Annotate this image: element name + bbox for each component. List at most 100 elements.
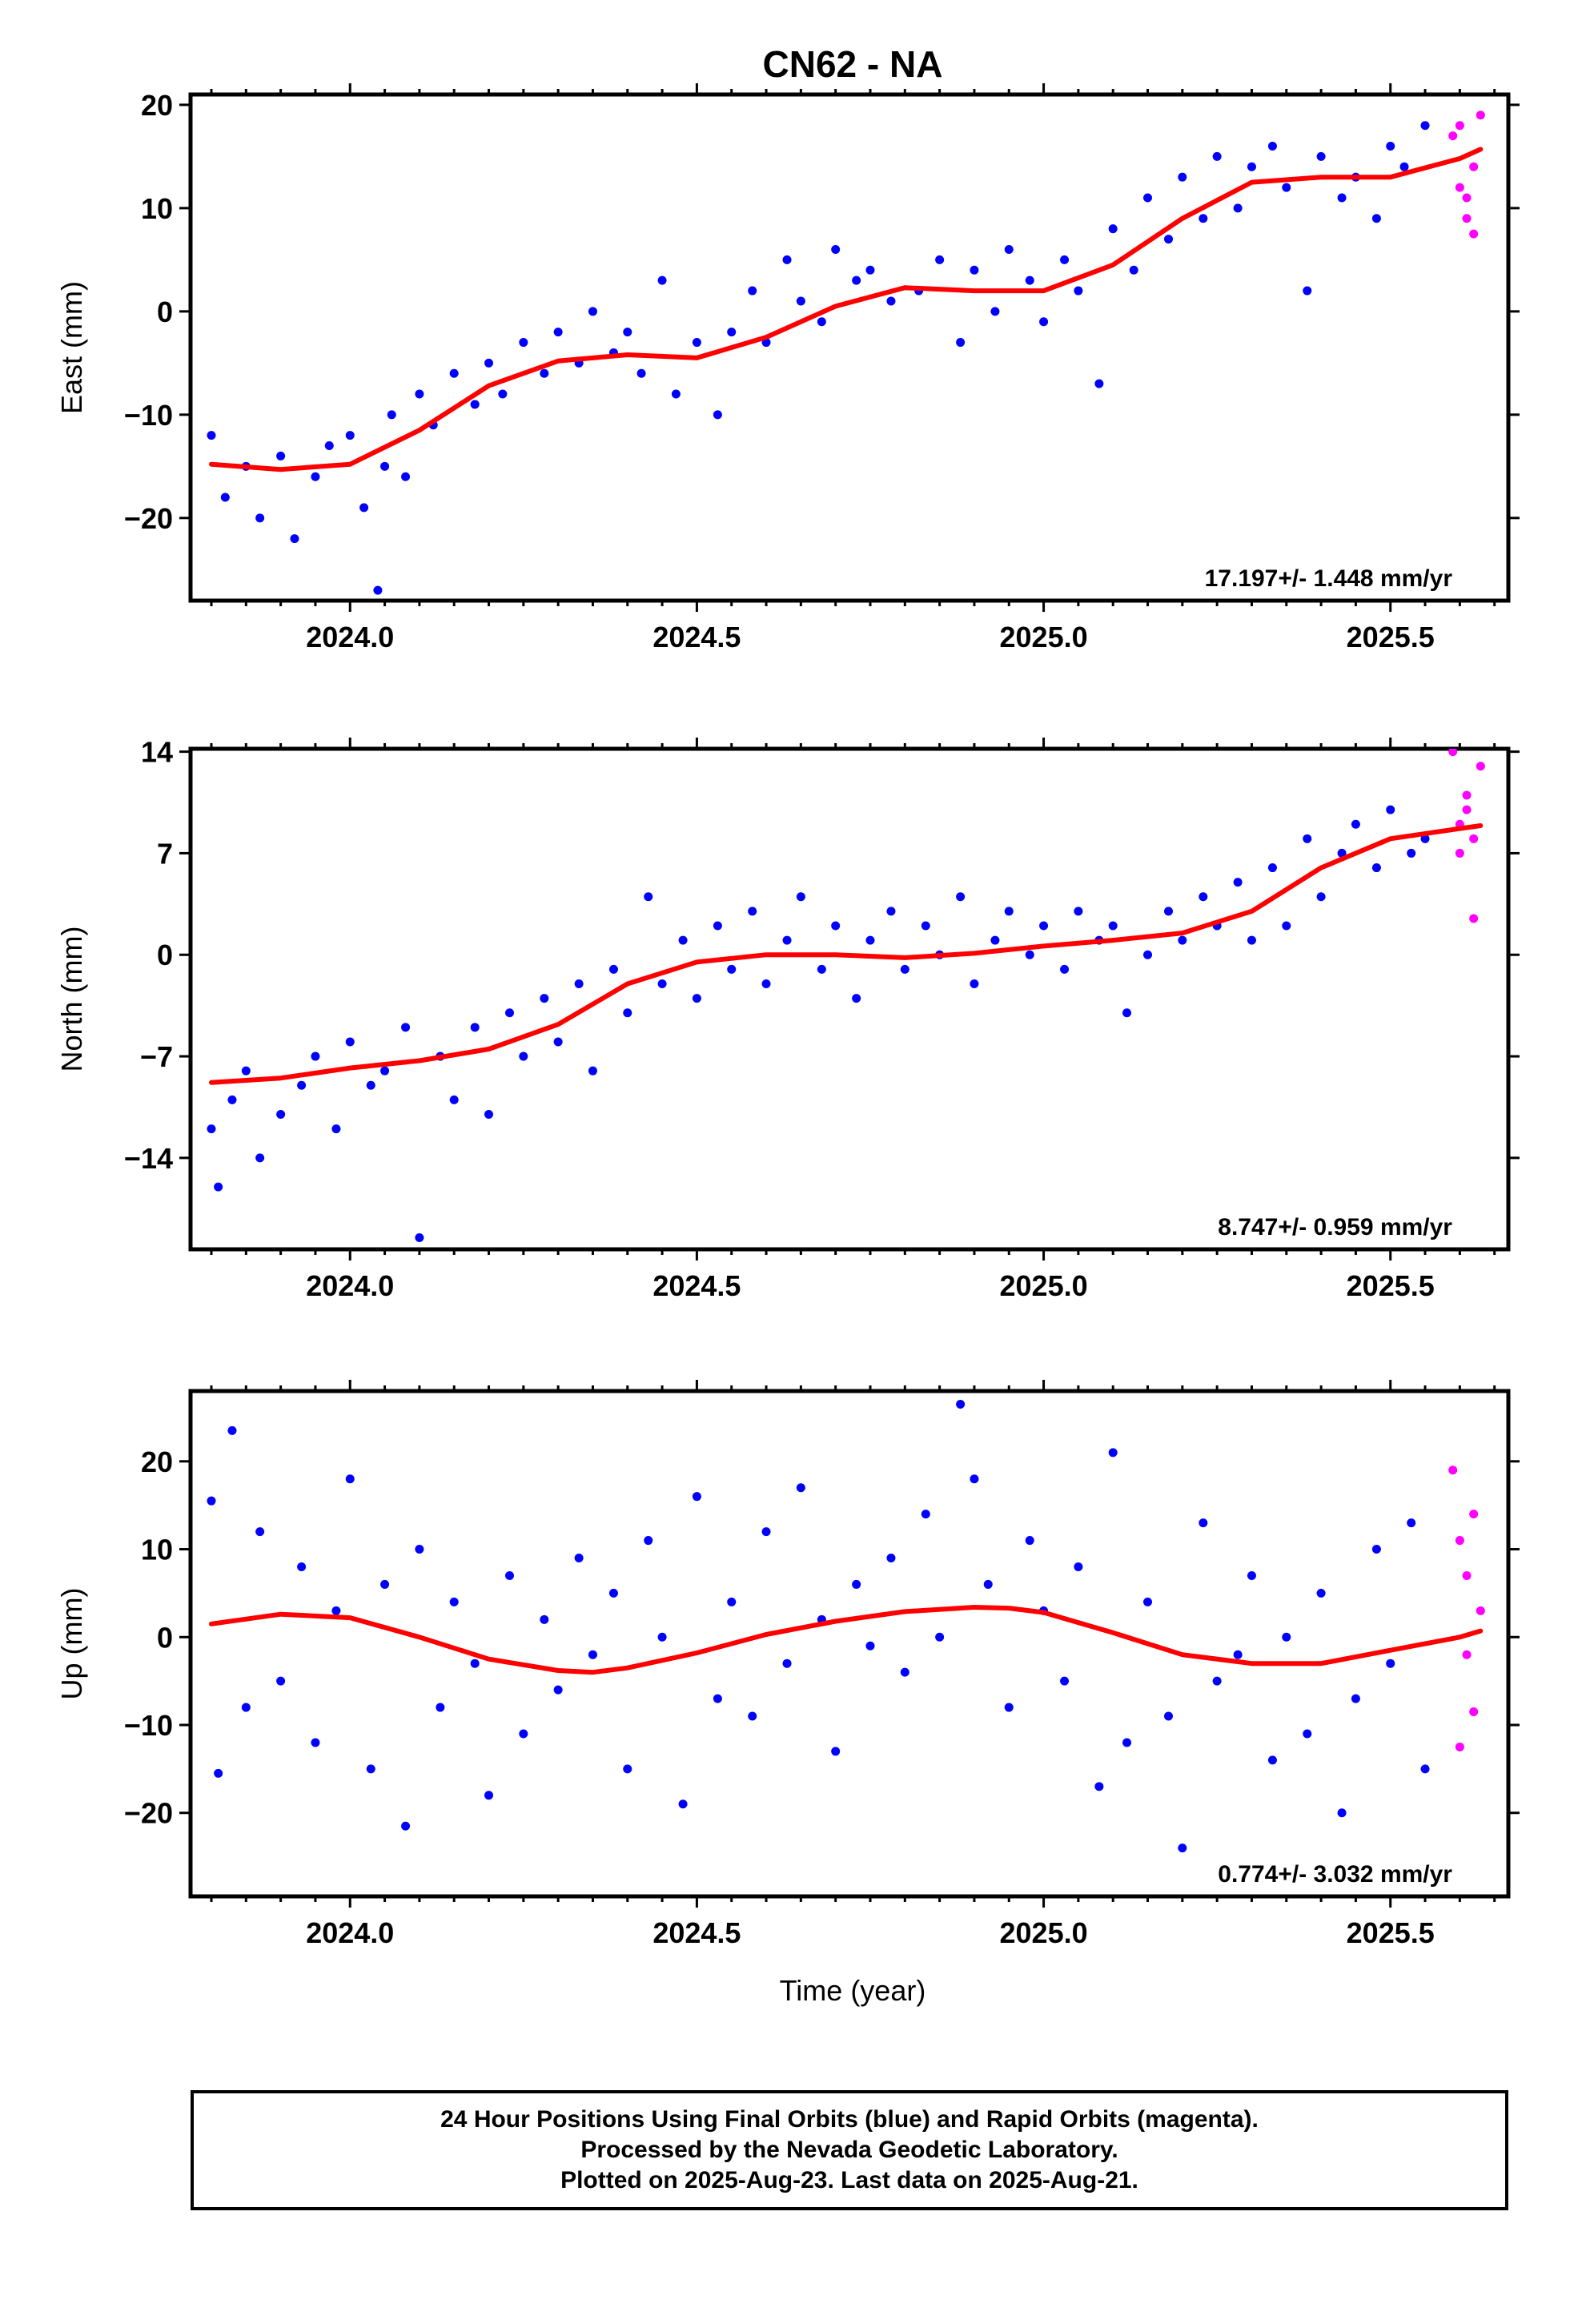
rapid-orbit-point <box>1462 214 1472 223</box>
final-orbit-point <box>553 328 563 337</box>
final-orbit-point <box>311 1738 320 1747</box>
final-orbit-point <box>748 1711 757 1721</box>
x-tick-label: 2025.0 <box>1000 1269 1088 1302</box>
rapid-orbit-point <box>1455 1536 1464 1546</box>
final-orbit-point <box>1004 907 1014 916</box>
final-orbit-point <box>1143 950 1153 959</box>
rapid-orbit-point <box>1448 749 1458 757</box>
final-orbit-point <box>276 1110 286 1120</box>
final-orbit-point <box>956 338 966 348</box>
x-tick-label: 2025.5 <box>1347 621 1435 653</box>
final-orbit-point <box>207 1496 216 1506</box>
final-orbit-point <box>311 1051 320 1061</box>
final-orbit-point <box>713 1694 722 1703</box>
final-orbit-point <box>817 317 826 327</box>
y-tick-label: −10 <box>124 1709 173 1742</box>
rapid-orbit-point <box>1469 1510 1479 1519</box>
final-orbit-point <box>1164 1711 1174 1721</box>
final-orbit-point <box>970 265 979 275</box>
final-orbit-point <box>1074 907 1083 916</box>
final-orbit-point <box>276 1676 286 1686</box>
x-tick-label: 2024.0 <box>306 621 394 653</box>
final-orbit-point <box>1122 1008 1132 1018</box>
final-orbit-point <box>1386 805 1395 814</box>
final-orbit-point <box>1282 1632 1291 1642</box>
x-tick-label: 2024.5 <box>652 621 741 653</box>
final-orbit-point <box>1199 1518 1208 1528</box>
final-orbit-point <box>970 1474 979 1484</box>
final-orbit-point <box>713 921 722 931</box>
final-orbit-point <box>1212 151 1222 161</box>
final-orbit-point <box>727 328 737 337</box>
caption-line-3: Plotted on 2025-Aug-23. Last data on 202… <box>560 2167 1138 2193</box>
chart-title: CN62 - NA <box>763 43 943 85</box>
final-orbit-point <box>935 1632 945 1642</box>
final-orbit-point <box>470 1659 480 1668</box>
final-orbit-point <box>1267 1755 1277 1765</box>
final-orbit-point <box>782 1659 792 1668</box>
final-orbit-point <box>970 979 979 988</box>
final-orbit-point <box>1316 892 1326 902</box>
final-orbit-point <box>817 964 826 974</box>
final-orbit-point <box>1247 162 1256 171</box>
final-orbit-point <box>588 1650 597 1659</box>
final-orbit-point <box>415 1233 424 1243</box>
x-tick-label: 2025.0 <box>1000 1916 1088 1949</box>
final-orbit-point <box>1178 935 1187 945</box>
final-orbit-point <box>220 493 230 502</box>
final-orbit-point <box>657 979 667 988</box>
rapid-orbit-point <box>1462 193 1472 203</box>
x-tick-label: 2024.0 <box>306 1916 394 1949</box>
final-orbit-point <box>574 979 584 988</box>
caption-line-2: Processed by the Nevada Geodetic Laborat… <box>580 2137 1118 2163</box>
final-orbit-point <box>644 892 653 902</box>
final-orbit-point <box>574 1554 584 1563</box>
final-orbit-point <box>415 389 424 399</box>
final-orbit-point <box>498 389 508 399</box>
y-tick-label: 20 <box>141 1445 173 1478</box>
final-orbit-point <box>1178 172 1187 182</box>
final-orbit-point <box>1351 819 1360 829</box>
final-orbit-point <box>1371 863 1381 873</box>
final-orbit-point <box>255 1527 265 1537</box>
final-orbit-point <box>852 275 861 285</box>
final-orbit-point <box>748 907 757 916</box>
final-orbit-point <box>540 1614 549 1624</box>
final-orbit-point <box>1074 1562 1083 1571</box>
final-orbit-point <box>1303 834 1312 843</box>
final-orbit-point <box>366 1764 375 1774</box>
y-tick-label: 20 <box>141 89 173 122</box>
y-tick-label: −20 <box>124 1797 173 1830</box>
rapid-orbit-point <box>1476 762 1485 771</box>
final-orbit-point <box>692 338 701 348</box>
final-orbit-point <box>692 994 701 1003</box>
fit-curve-up <box>209 1605 1484 1675</box>
final-orbit-point <box>1407 848 1416 858</box>
y-tick-label: −20 <box>124 502 173 535</box>
rapid-orbit-point <box>1469 229 1479 239</box>
final-orbit-point <box>1039 317 1049 327</box>
y-tick-label: 0 <box>157 939 173 971</box>
rapid-orbit-point <box>1462 805 1472 814</box>
final-orbit-point <box>1233 878 1243 887</box>
final-orbit-point <box>1060 1676 1070 1686</box>
rate-label: 0.774+/- 3.032 mm/yr <box>1218 1861 1452 1888</box>
final-orbit-point <box>1025 275 1034 285</box>
final-orbit-point <box>1282 921 1291 931</box>
data-layer-north <box>207 749 1485 1243</box>
final-orbit-point <box>657 1632 667 1642</box>
final-orbit-point <box>983 1579 993 1589</box>
final-orbit-point <box>921 1510 930 1519</box>
final-orbit-point <box>241 1066 251 1076</box>
final-orbit-point <box>470 1023 480 1032</box>
final-orbit-point <box>990 935 1000 945</box>
final-orbit-point <box>401 472 411 481</box>
final-orbit-point <box>1039 921 1049 931</box>
panels: 2024.0 2024.5 2025.0 2025.5 −20 −10 0 10 20 East … <box>55 83 1520 1949</box>
final-orbit-point <box>1233 203 1243 213</box>
x-tick-label: 2025.0 <box>1000 621 1088 653</box>
final-orbit-point <box>241 1703 251 1712</box>
data-layer-up <box>207 1399 1485 1853</box>
final-orbit-point <box>1004 244 1014 254</box>
rapid-orbit-point <box>1455 121 1464 131</box>
